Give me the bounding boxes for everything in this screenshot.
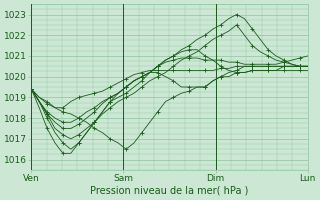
X-axis label: Pression niveau de la mer( hPa ): Pression niveau de la mer( hPa ) bbox=[90, 186, 249, 196]
